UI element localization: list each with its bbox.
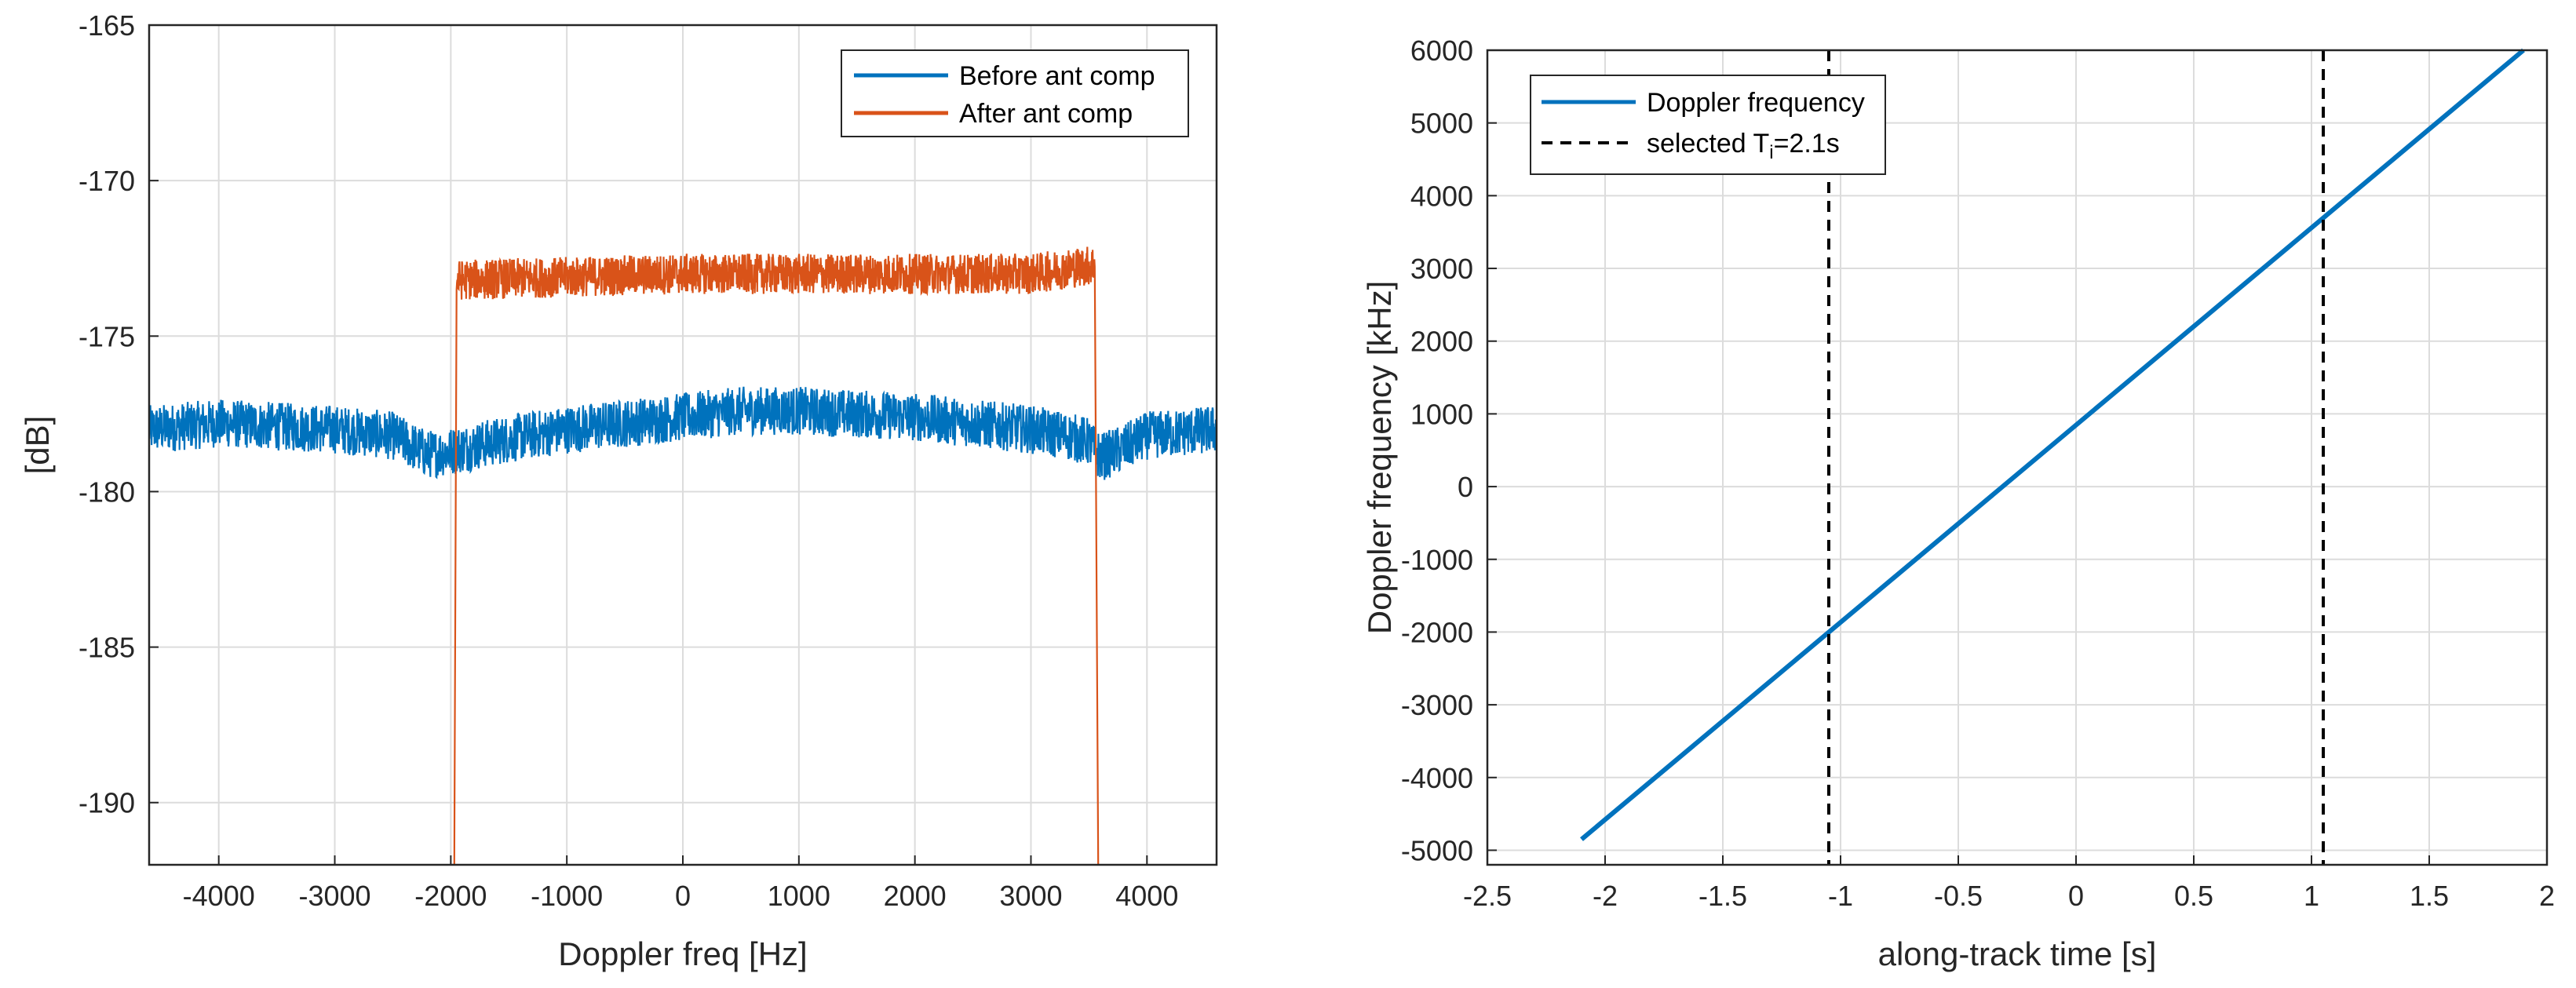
x-tick-label: 4000 [1115, 880, 1178, 912]
y-tick-label: -190 [78, 787, 135, 819]
y-tick-label: 5000 [1410, 108, 1473, 140]
doppler-plot-background [1487, 50, 2547, 865]
y-tick-label: 0 [1458, 471, 1473, 503]
y-tick-label: -165 [78, 9, 135, 42]
spectrum-chart: -4000 -3000 -2000 -1000 0 1000 2000 3000 4000 -1… [19, 9, 1218, 972]
x-tick-label: 2000 [884, 880, 947, 912]
x-tick-label: 0.5 [2174, 880, 2213, 912]
x-tick-label: 3000 [999, 880, 1062, 912]
doppler-y-axis-label: Doppler frequency [kHz] [1361, 281, 1398, 635]
legend-label-before: Before ant comp [959, 61, 1155, 91]
legend-label-selected: selected Ti=2.1s [1647, 129, 1840, 163]
y-tick-label: -3000 [1401, 689, 1473, 721]
spectrum-legend-box [841, 49, 1189, 137]
spectrum-x-ticks: -4000 -3000 -2000 -1000 0 1000 2000 3000 4000 [183, 855, 1178, 912]
x-tick-label: -1.5 [1698, 880, 1747, 912]
x-tick-label: 1.5 [2410, 880, 2449, 912]
y-tick-label: -2000 [1401, 616, 1473, 648]
spectrum-x-axis-label: Doppler freq [Hz] [558, 935, 807, 972]
x-tick-label: 0 [675, 880, 691, 912]
y-tick-label: 2000 [1410, 326, 1473, 358]
x-tick-label: 0 [2068, 880, 2084, 912]
x-tick-label: -1000 [531, 880, 603, 912]
y-tick-label: -180 [78, 476, 135, 508]
x-tick-label: 2 [2539, 880, 2555, 912]
x-tick-label: 1000 [768, 880, 830, 912]
x-tick-label: -2 [1593, 880, 1618, 912]
y-tick-label: 6000 [1410, 35, 1473, 67]
legend-label-after: After ant comp [959, 99, 1133, 129]
legend-selected-prefix: selected T [1647, 129, 1769, 159]
y-tick-label: -175 [78, 320, 135, 352]
y-tick-label: -185 [78, 632, 135, 664]
y-tick-label: -1000 [1401, 544, 1473, 576]
doppler-legend-box [1530, 75, 1886, 175]
doppler-axes-frame [1486, 49, 2549, 866]
y-tick-label: 3000 [1410, 253, 1473, 285]
spectrum-series [149, 246, 1217, 865]
doppler-grid [1487, 49, 2548, 865]
series-line-after-ant-comp [453, 246, 1100, 865]
x-tick-label: 1 [2304, 880, 2319, 912]
series-line-before-ant-comp [149, 386, 1217, 480]
spectrum-legend: Before ant comp After ant comp [841, 49, 1189, 137]
x-tick-label: -3000 [298, 880, 370, 912]
doppler-series [1580, 48, 2525, 865]
doppler-x-ticks: -2.5 -2 -1.5 -1 -0.5 0 0.5 1 1.5 2 [1463, 855, 2555, 912]
y-tick-label: -5000 [1401, 834, 1473, 866]
spectrum-y-ticks: -165 -170 -175 -180 -185 -190 [78, 9, 159, 819]
series-line-doppler-frequency [1580, 48, 2525, 841]
legend-label-doppler: Doppler frequency [1647, 88, 1865, 118]
y-tick-label: -4000 [1401, 762, 1473, 794]
y-tick-label: 1000 [1410, 398, 1473, 430]
doppler-x-axis-label: along-track time [s] [1878, 935, 2157, 972]
doppler-chart: -2.5 -2 -1.5 -1 -0.5 0 0.5 1 1.5 2 6000 5000 4000 30… [1361, 35, 2555, 972]
spectrum-y-axis-label: [dB] [19, 416, 56, 475]
x-tick-label: -1 [1828, 880, 1853, 912]
x-tick-label: -4000 [183, 880, 255, 912]
doppler-legend: Doppler frequency selected Ti=2.1s [1530, 75, 1886, 175]
x-tick-label: -0.5 [1934, 880, 1983, 912]
doppler-y-ticks: 6000 5000 4000 3000 2000 1000 0 -1000 -2000 -3000… [1401, 35, 1497, 866]
y-tick-label: 4000 [1410, 180, 1473, 212]
x-tick-label: -2000 [414, 880, 487, 912]
legend-selected-suffix: =2.1s [1774, 129, 1840, 159]
y-tick-label: -170 [78, 165, 135, 197]
x-tick-label: -2.5 [1463, 880, 1512, 912]
legend-selected-subscript: i [1769, 142, 1773, 163]
